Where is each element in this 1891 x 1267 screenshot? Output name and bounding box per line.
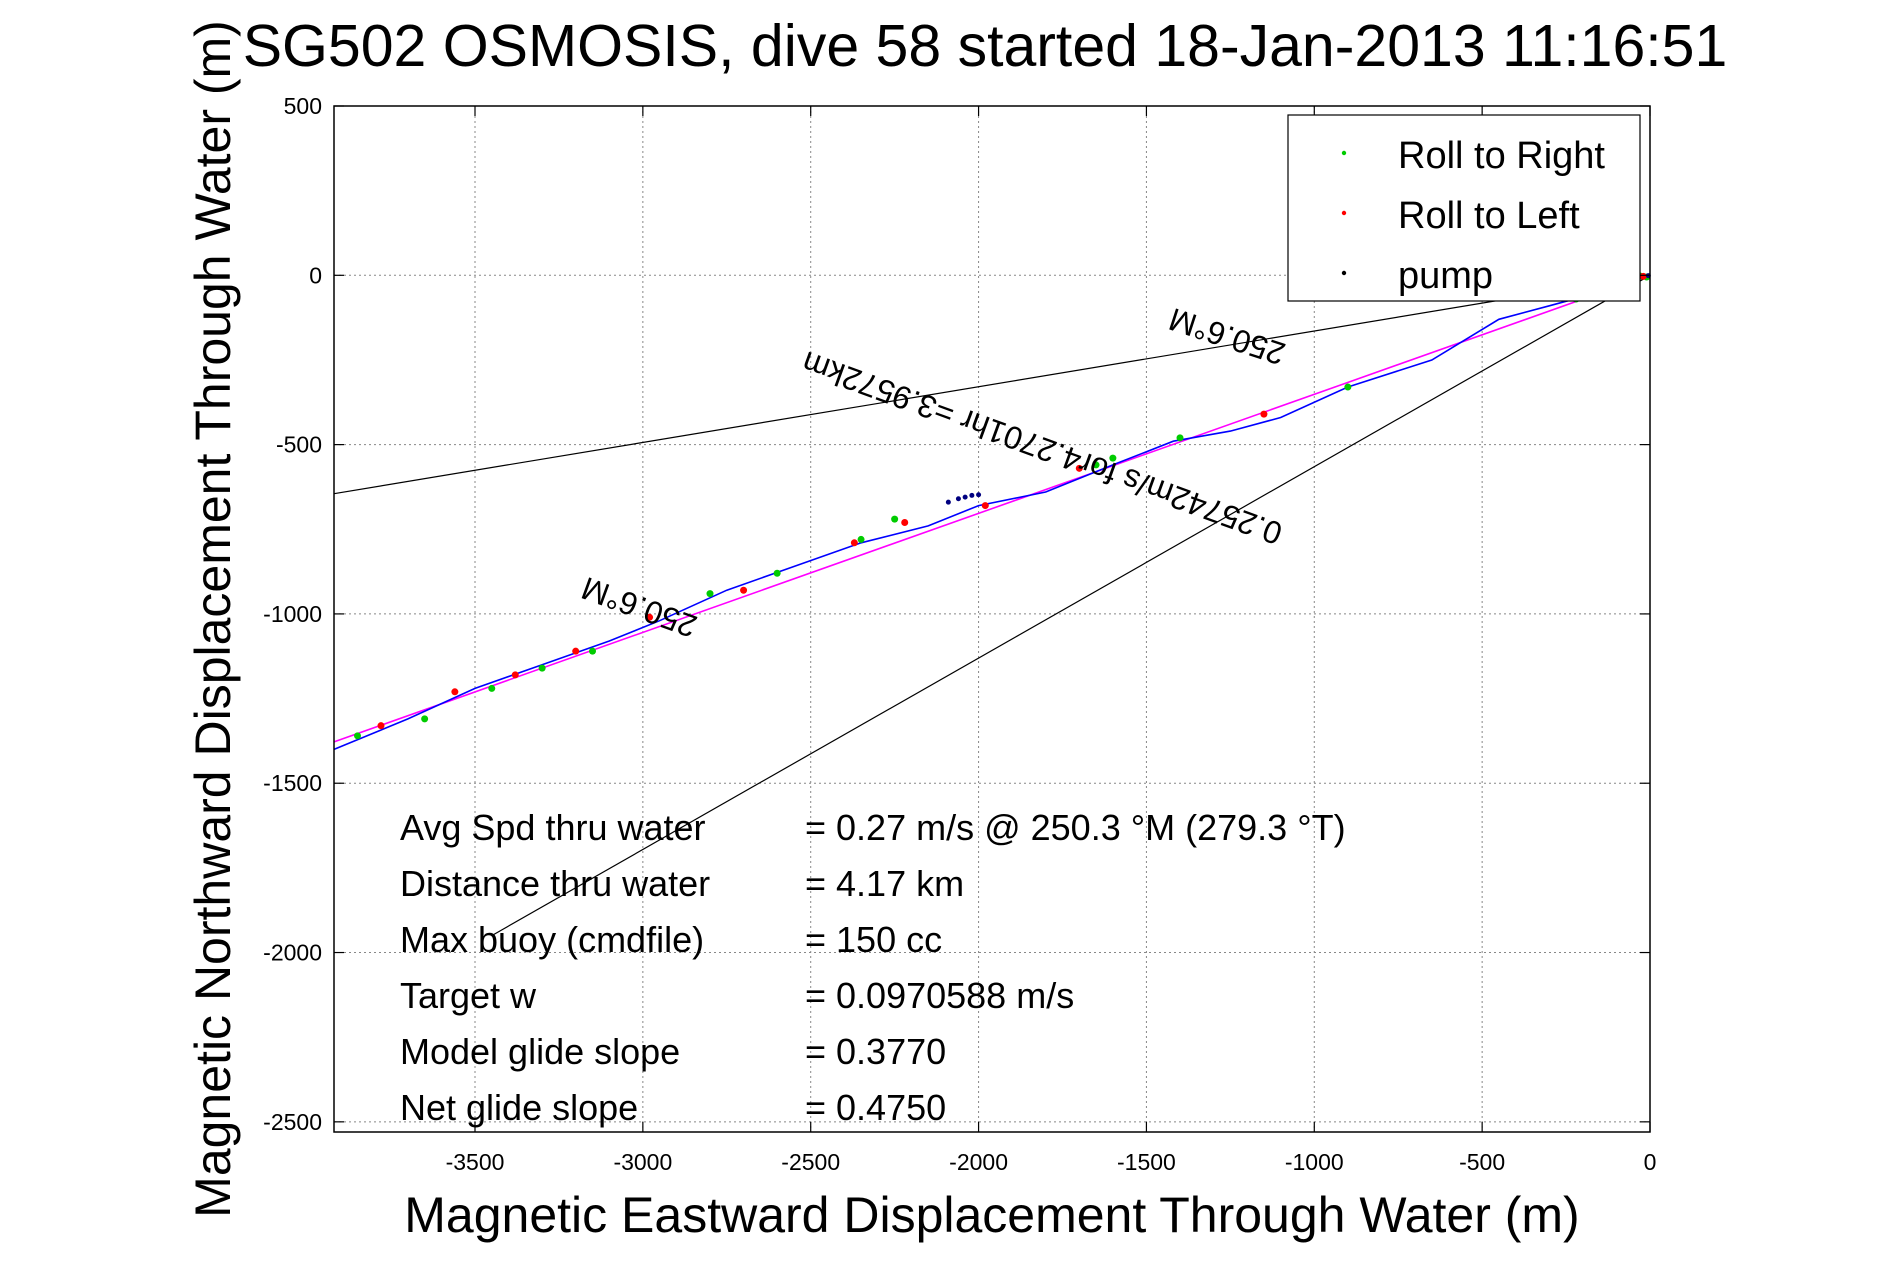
stat-value: = 150 cc <box>805 919 942 960</box>
pump-point <box>945 499 951 505</box>
roll-to-left-point <box>1075 464 1083 472</box>
roll-to-right-point <box>538 664 546 672</box>
roll-to-right-point <box>1092 461 1100 469</box>
y-tick-label: 500 <box>284 93 322 119</box>
legend-marker <box>1341 150 1347 156</box>
roll-to-right-point <box>706 590 714 598</box>
roll-to-right-point <box>1176 434 1184 442</box>
y-tick-label: -2000 <box>263 940 322 966</box>
roll-to-left-point <box>740 586 748 594</box>
roll-to-right-point <box>857 535 865 543</box>
x-tick-label: -500 <box>1459 1149 1505 1175</box>
roll-to-left-point <box>850 539 858 547</box>
legend-label: Roll to Right <box>1398 135 1605 177</box>
stat-value: = 0.3770 <box>805 1031 946 1072</box>
stats-box: Avg Spd thru water = 0.27 m/s @ 250.3 °M … <box>400 807 1346 1128</box>
roll-to-left-point <box>1639 272 1647 280</box>
y-tick-label: -500 <box>276 432 322 458</box>
y-tick-label: -1500 <box>263 770 322 796</box>
stat-label: Distance thru water <box>400 863 710 904</box>
legend-label: Roll to Left <box>1398 195 1580 237</box>
cone-series-line <box>491 274 1651 937</box>
roll-to-right-point <box>773 569 781 577</box>
legend-marker <box>1341 210 1347 216</box>
roll-to-left-point <box>901 518 909 526</box>
x-axis-label: Magnetic Eastward Displacement Through W… <box>404 1187 1579 1243</box>
roll-to-right-point <box>1109 454 1117 462</box>
x-tick-label: -3500 <box>446 1149 505 1175</box>
stat-value: = 0.27 m/s @ 250.3 °M (279.3 °T) <box>805 807 1346 848</box>
axis-ticks: -3500 -3000 -2500 -2000 -1500 -1000 -500 0 500 0 -… <box>263 93 1656 1175</box>
roll-to-right-point <box>1344 383 1352 391</box>
roll-to-left-point <box>511 671 519 679</box>
pump-point <box>962 494 968 500</box>
y-axis-label: Magnetic Northward Displacement Through … <box>185 20 241 1218</box>
pump-point <box>976 492 982 498</box>
legend: Roll to Right Roll to Left pump <box>1287 114 1641 302</box>
cone-series-line <box>333 274 1651 495</box>
roll-to-left-point <box>1260 410 1268 418</box>
x-tick-label: -1000 <box>1285 1149 1344 1175</box>
pump-point <box>969 492 975 498</box>
legend-label: pump <box>1398 255 1493 297</box>
cone-lines <box>333 274 1651 937</box>
stat-value: = 0.4750 <box>805 1087 946 1128</box>
roll-to-left-point <box>572 647 580 655</box>
roll-to-right-point <box>488 684 496 692</box>
roll-to-right-point <box>421 715 429 723</box>
roll-to-left-point <box>646 613 654 621</box>
roll-to-left-point <box>451 688 459 696</box>
stat-label: Avg Spd thru water <box>400 807 706 848</box>
stat-value: = 0.0970588 m/s <box>805 975 1074 1016</box>
x-tick-label: -1500 <box>1117 1149 1176 1175</box>
roll-to-right-point <box>354 732 361 740</box>
stat-label: Net glide slope <box>400 1087 638 1128</box>
stat-label: Target w <box>400 975 537 1016</box>
roll-to-right-point <box>891 515 899 523</box>
stat-label: Model glide slope <box>400 1031 680 1072</box>
y-tick-label: 0 <box>309 262 322 288</box>
chart-title: SG502 OSMOSIS, dive 58 started 18-Jan-20… <box>243 13 1728 79</box>
legend-marker <box>1341 270 1347 276</box>
x-tick-label: 0 <box>1644 1149 1657 1175</box>
roll-to-right-point <box>589 647 596 655</box>
stat-value: = 4.17 km <box>805 863 964 904</box>
x-tick-label: -2000 <box>949 1149 1008 1175</box>
fit-series-line <box>333 274 1651 743</box>
x-tick-label: -2500 <box>781 1149 840 1175</box>
y-tick-label: -1000 <box>263 601 322 627</box>
legend-box <box>1287 114 1641 302</box>
pump-point <box>955 496 961 502</box>
roll-to-left-point <box>377 722 385 730</box>
plot-frame <box>333 105 1651 1133</box>
roll-to-left-point <box>981 502 989 510</box>
x-tick-label: -3000 <box>613 1149 672 1175</box>
stat-label: Max buoy (cmdfile) <box>400 919 704 960</box>
y-tick-label: -2500 <box>263 1109 322 1135</box>
fit-line <box>333 274 1651 743</box>
